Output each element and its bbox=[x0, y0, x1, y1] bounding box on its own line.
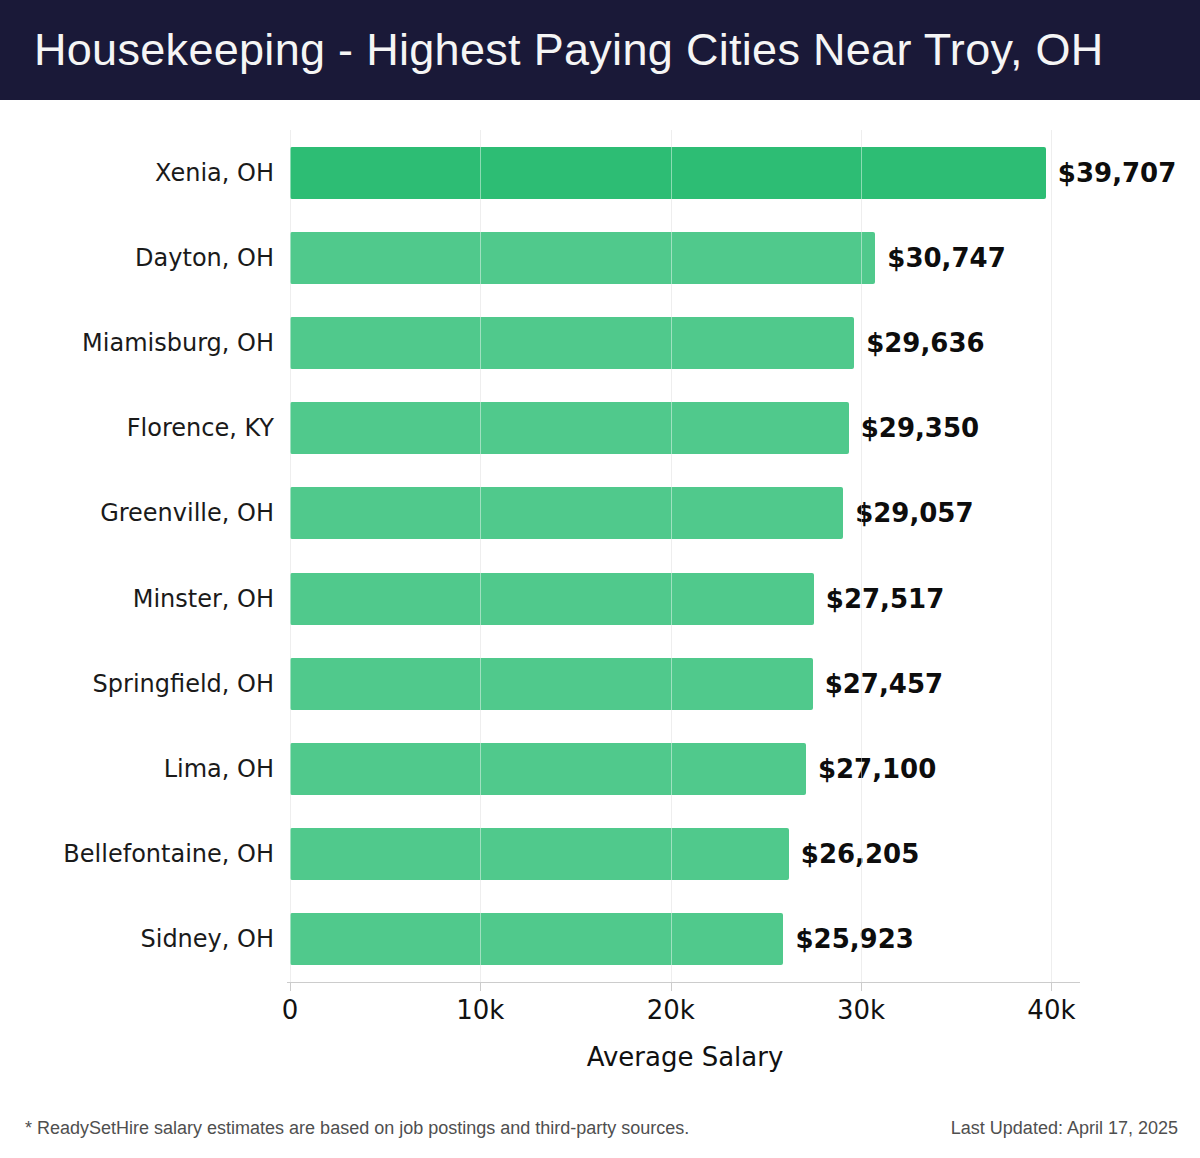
category-label: Florence, KY bbox=[0, 414, 274, 442]
salary-bar bbox=[290, 828, 789, 880]
bar-rows: Xenia, OH $39,707 Dayton, OH $30,747 Miamisb… bbox=[0, 130, 1200, 982]
axis-tick bbox=[290, 982, 291, 991]
bar-row: Lima, OH $27,100 bbox=[0, 726, 1200, 811]
value-label: $26,205 bbox=[801, 839, 919, 869]
axis-tick-label: 20k bbox=[647, 995, 695, 1025]
bar-row: Bellefontaine, OH $26,205 bbox=[0, 812, 1200, 897]
source-note: * ReadySetHire salary estimates are base… bbox=[25, 1118, 689, 1139]
salary-bar bbox=[290, 743, 806, 795]
salary-bar bbox=[290, 232, 875, 284]
x-axis-title: Average Salary bbox=[290, 1042, 1080, 1072]
value-label: $29,350 bbox=[861, 413, 979, 443]
value-label: $30,747 bbox=[887, 243, 1005, 273]
bar-track: $29,350 bbox=[290, 402, 1080, 454]
bar-row: Springfield, OH $27,457 bbox=[0, 641, 1200, 726]
x-axis-line bbox=[287, 982, 1080, 983]
bar-track: $29,636 bbox=[290, 317, 1080, 369]
value-label: $25,923 bbox=[795, 924, 913, 954]
axis-tick-label: 0 bbox=[282, 995, 299, 1025]
category-label: Sidney, OH bbox=[0, 925, 274, 953]
salary-bar bbox=[290, 147, 1046, 199]
value-label: $29,636 bbox=[866, 328, 984, 358]
category-label: Miamisburg, OH bbox=[0, 329, 274, 357]
bar-track: $39,707 bbox=[290, 147, 1080, 199]
value-label: $27,457 bbox=[825, 669, 943, 699]
axis-tick bbox=[1051, 982, 1052, 991]
chart-title: Housekeeping - Highest Paying Cities Nea… bbox=[34, 24, 1104, 76]
bar-row: Greenville, OH $29,057 bbox=[0, 471, 1200, 556]
header: Housekeeping - Highest Paying Cities Nea… bbox=[0, 0, 1200, 100]
last-updated: Last Updated: April 17, 2025 bbox=[951, 1118, 1178, 1139]
bar-track: $29,057 bbox=[290, 487, 1080, 539]
bar-row: Xenia, OH $39,707 bbox=[0, 130, 1200, 215]
footer: * ReadySetHire salary estimates are base… bbox=[25, 1118, 1178, 1139]
bar-row: Minster, OH $27,517 bbox=[0, 556, 1200, 641]
value-label: $27,517 bbox=[826, 584, 944, 614]
category-label: Minster, OH bbox=[0, 585, 274, 613]
bar-track: $26,205 bbox=[290, 828, 1080, 880]
axis-tick-label: 10k bbox=[456, 995, 504, 1025]
bar-track: $27,457 bbox=[290, 658, 1080, 710]
axis-tick bbox=[480, 982, 481, 991]
salary-bar bbox=[290, 317, 854, 369]
category-label: Springfield, OH bbox=[0, 670, 274, 698]
value-label: $27,100 bbox=[818, 754, 936, 784]
category-label: Bellefontaine, OH bbox=[0, 840, 274, 868]
salary-bar bbox=[290, 487, 843, 539]
bar-track: $25,923 bbox=[290, 913, 1080, 965]
page: Housekeeping - Highest Paying Cities Nea… bbox=[0, 0, 1200, 1158]
category-label: Greenville, OH bbox=[0, 499, 274, 527]
bar-chart: 0 10k 20k 30k 40k Xenia, OH $39,707 Dayton, OH… bbox=[0, 100, 1200, 1058]
axis-tick-label: 30k bbox=[837, 995, 885, 1025]
category-label: Dayton, OH bbox=[0, 244, 274, 272]
salary-bar bbox=[290, 573, 814, 625]
bar-row: Sidney, OH $25,923 bbox=[0, 897, 1200, 982]
salary-bar bbox=[290, 402, 849, 454]
salary-bar bbox=[290, 658, 813, 710]
axis-tick-label: 40k bbox=[1027, 995, 1075, 1025]
axis-tick bbox=[671, 982, 672, 991]
bar-row: Florence, KY $29,350 bbox=[0, 386, 1200, 471]
bar-track: $27,100 bbox=[290, 743, 1080, 795]
value-label: $29,057 bbox=[855, 498, 973, 528]
category-label: Xenia, OH bbox=[0, 159, 274, 187]
bar-track: $30,747 bbox=[290, 232, 1080, 284]
bar-row: Dayton, OH $30,747 bbox=[0, 215, 1200, 300]
axis-tick bbox=[861, 982, 862, 991]
category-label: Lima, OH bbox=[0, 755, 274, 783]
value-label: $39,707 bbox=[1058, 158, 1176, 188]
bar-row: Miamisburg, OH $29,636 bbox=[0, 300, 1200, 385]
bar-track: $27,517 bbox=[290, 573, 1080, 625]
salary-bar bbox=[290, 913, 783, 965]
